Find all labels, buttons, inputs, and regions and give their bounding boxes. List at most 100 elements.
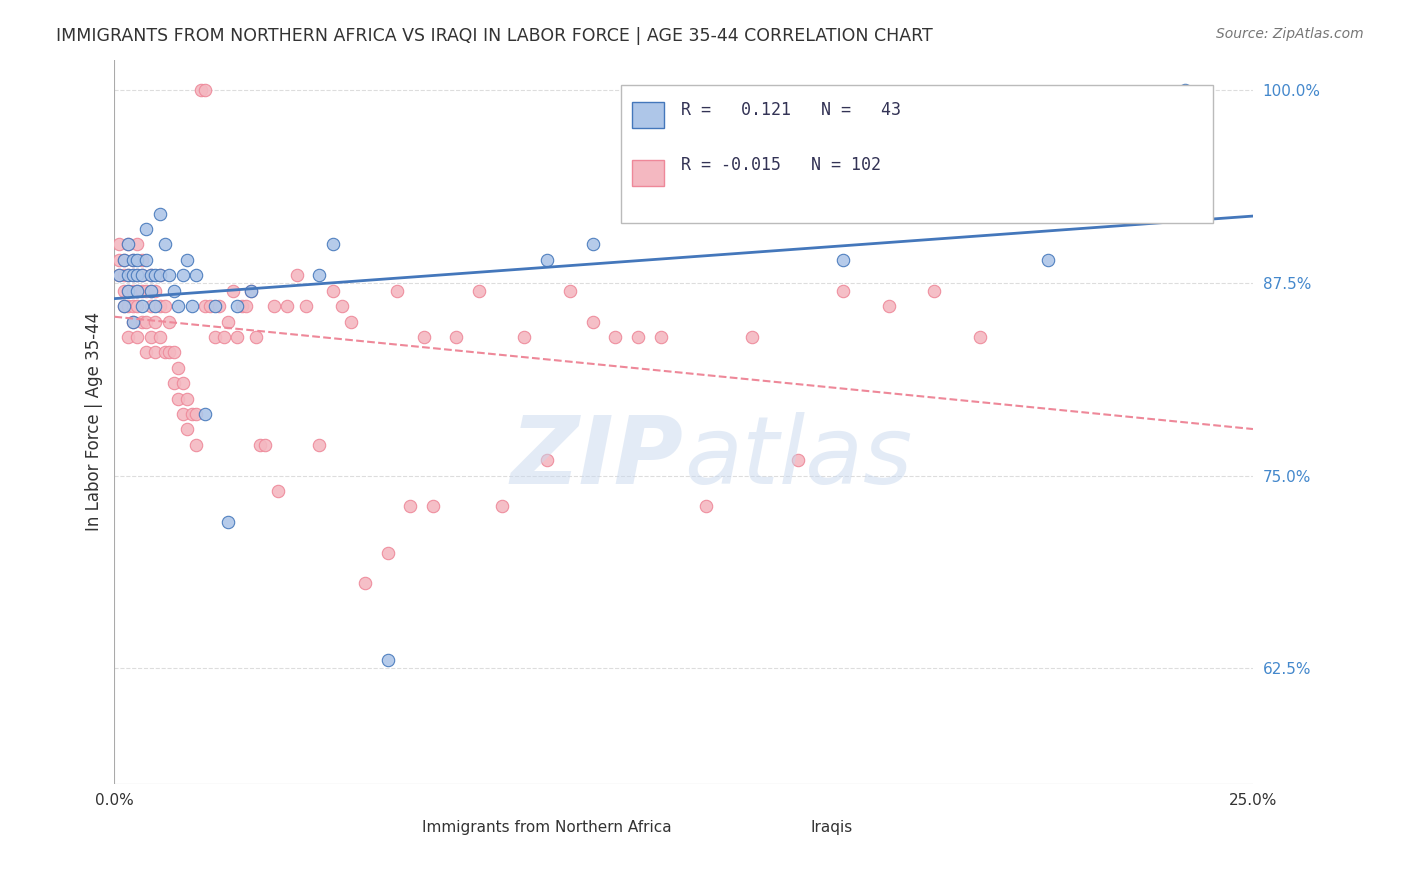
- Point: [139, 268, 162, 283]
- Point: [413, 330, 436, 344]
- Point: [385, 284, 408, 298]
- Point: [240, 284, 263, 298]
- Point: [354, 576, 377, 591]
- Point: [117, 237, 139, 252]
- Point: [145, 299, 167, 313]
- Point: [877, 299, 900, 313]
- Point: [513, 330, 536, 344]
- Point: [294, 299, 316, 313]
- Point: [121, 252, 143, 267]
- Point: [139, 284, 162, 298]
- Point: [108, 268, 131, 283]
- FancyBboxPatch shape: [621, 85, 1213, 222]
- Point: [145, 268, 167, 283]
- Point: [117, 268, 139, 283]
- Point: [127, 268, 149, 283]
- Point: [139, 330, 162, 344]
- Point: [226, 299, 249, 313]
- Point: [176, 392, 198, 406]
- Point: [157, 268, 180, 283]
- FancyBboxPatch shape: [633, 160, 665, 186]
- Point: [340, 314, 363, 328]
- FancyBboxPatch shape: [633, 102, 665, 128]
- Point: [180, 407, 202, 421]
- Point: [149, 268, 172, 283]
- Point: [157, 314, 180, 328]
- Point: [695, 500, 717, 514]
- Point: [112, 284, 135, 298]
- Point: [112, 299, 135, 313]
- Point: [149, 299, 172, 313]
- Point: [157, 345, 180, 359]
- Point: [167, 392, 190, 406]
- Point: [117, 237, 139, 252]
- Point: [117, 284, 139, 298]
- Point: [145, 345, 167, 359]
- Point: [581, 237, 603, 252]
- Point: [162, 284, 184, 298]
- Point: [186, 407, 208, 421]
- Point: [153, 299, 176, 313]
- Point: [444, 330, 467, 344]
- Point: [117, 330, 139, 344]
- Point: [1036, 252, 1059, 267]
- Point: [172, 407, 194, 421]
- Point: [627, 330, 650, 344]
- Point: [605, 330, 627, 344]
- Point: [127, 252, 149, 267]
- Text: R = -0.015   N = 102: R = -0.015 N = 102: [682, 155, 882, 174]
- Point: [832, 284, 855, 298]
- Point: [322, 284, 344, 298]
- Point: [117, 268, 139, 283]
- Point: [308, 268, 330, 283]
- Point: [226, 330, 249, 344]
- Point: [276, 299, 298, 313]
- Point: [204, 299, 226, 313]
- Point: [399, 500, 422, 514]
- Point: [121, 268, 143, 283]
- Point: [322, 237, 344, 252]
- Point: [121, 284, 143, 298]
- Point: [190, 83, 212, 97]
- Point: [235, 299, 257, 313]
- Point: [117, 299, 139, 313]
- Point: [153, 237, 176, 252]
- Text: Source: ZipAtlas.com: Source: ZipAtlas.com: [1216, 27, 1364, 41]
- Point: [127, 330, 149, 344]
- Point: [131, 268, 153, 283]
- Point: [253, 438, 276, 452]
- Point: [121, 268, 143, 283]
- Point: [112, 252, 135, 267]
- Point: [149, 268, 172, 283]
- Point: [127, 237, 149, 252]
- Point: [167, 360, 190, 375]
- Point: [468, 284, 491, 298]
- Point: [117, 284, 139, 298]
- Point: [135, 222, 157, 236]
- Point: [131, 314, 153, 328]
- Point: [186, 268, 208, 283]
- Point: [249, 438, 271, 452]
- Point: [377, 546, 399, 560]
- Point: [121, 314, 143, 328]
- FancyBboxPatch shape: [797, 816, 825, 838]
- Point: [222, 284, 245, 298]
- Text: ZIP: ZIP: [510, 412, 683, 504]
- Point: [832, 252, 855, 267]
- Y-axis label: In Labor Force | Age 35-44: In Labor Force | Age 35-44: [86, 312, 103, 532]
- Point: [204, 330, 226, 344]
- Point: [217, 314, 239, 328]
- Point: [176, 252, 198, 267]
- Point: [131, 284, 153, 298]
- Point: [212, 330, 235, 344]
- Point: [198, 299, 221, 313]
- Point: [186, 438, 208, 452]
- Point: [108, 252, 131, 267]
- Point: [581, 314, 603, 328]
- Point: [308, 438, 330, 452]
- Point: [145, 284, 167, 298]
- Point: [741, 330, 763, 344]
- Point: [153, 345, 176, 359]
- Point: [127, 284, 149, 298]
- Point: [377, 653, 399, 667]
